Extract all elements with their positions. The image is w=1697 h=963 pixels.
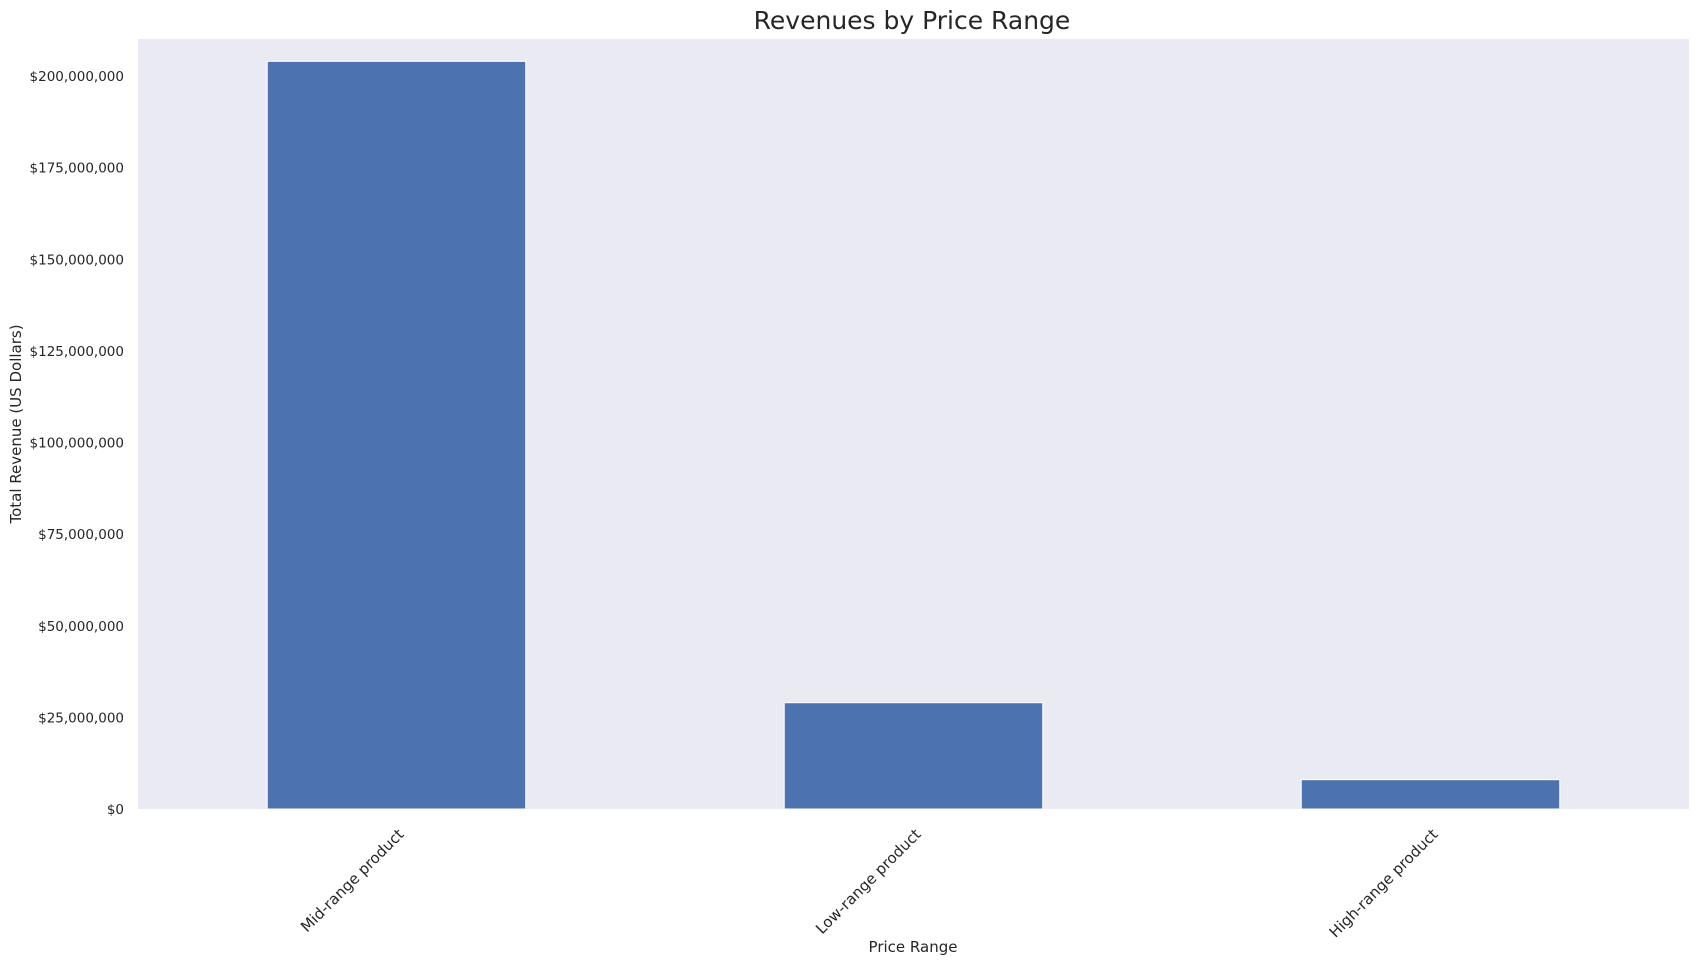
x-tick-label: Mid-range product [297, 825, 407, 935]
x-axis-ticks: Mid-range product Low-range product High-r… [297, 825, 1441, 941]
y-axis-ticks: $0 $25,000,000 $50,000,000 $75,000,000 $100,… [30, 69, 124, 818]
y-tick-label: $25,000,000 [38, 710, 124, 726]
chart-title: Revenues by Price Range [754, 6, 1071, 35]
y-axis-label: Total Revenue (US Dollars) [7, 324, 25, 524]
y-tick-label: $150,000,000 [30, 252, 124, 268]
y-tick-label: $100,000,000 [30, 436, 124, 452]
bar-high-range-product [1300, 779, 1561, 810]
bars-group [266, 60, 1561, 810]
bar-low-range-product [783, 702, 1044, 810]
x-tick-label: High-range product [1326, 825, 1442, 941]
y-tick-label: $50,000,000 [38, 619, 124, 635]
x-axis-label: Price Range [869, 938, 958, 956]
y-tick-label: $125,000,000 [30, 344, 124, 360]
y-tick-label: $200,000,000 [30, 69, 124, 85]
y-tick-label: $75,000,000 [38, 527, 124, 543]
y-tick-label: $0 [107, 802, 124, 818]
y-tick-label: $175,000,000 [30, 161, 124, 177]
bar-mid-range-product [266, 60, 527, 810]
x-tick-label: Low-range product [812, 825, 925, 938]
